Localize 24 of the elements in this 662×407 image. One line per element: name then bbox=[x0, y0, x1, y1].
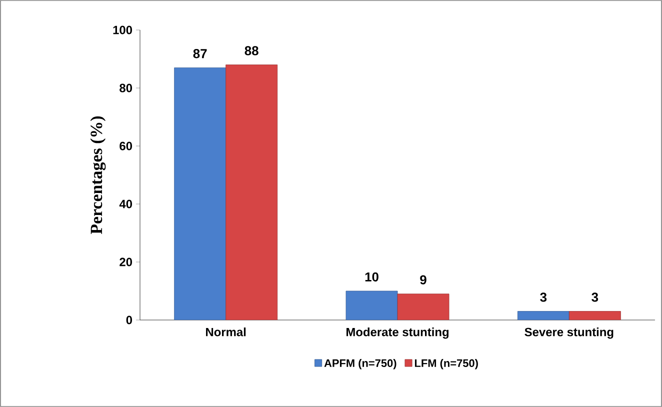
bar bbox=[568, 311, 621, 320]
bar bbox=[346, 290, 398, 320]
data-label: 88 bbox=[244, 46, 258, 56]
legend-label: LFM (n=750) bbox=[414, 358, 478, 370]
bar bbox=[174, 67, 226, 320]
bar bbox=[517, 311, 570, 320]
x-tick-label: Moderate stunting bbox=[346, 328, 448, 339]
y-tick-label: 0 bbox=[126, 316, 132, 324]
y-tick-label: 20 bbox=[120, 258, 132, 266]
x-tick-label: Normal bbox=[206, 328, 246, 336]
data-label: 87 bbox=[193, 49, 207, 58]
y-axis-title: Percentages (%) bbox=[90, 116, 106, 234]
data-label: 3 bbox=[592, 292, 598, 302]
legend-label: APFM (n=750) bbox=[324, 358, 396, 370]
data-label: 10 bbox=[365, 272, 378, 282]
data-label: 3 bbox=[540, 292, 547, 302]
x-tick-label: Severe stunting bbox=[524, 328, 614, 339]
y-tick-label: 40 bbox=[119, 200, 132, 208]
bar bbox=[226, 64, 278, 320]
y-tick-label: 60 bbox=[120, 142, 132, 150]
y-tick-label: 100 bbox=[113, 26, 132, 34]
y-tick-label: 80 bbox=[120, 84, 132, 92]
data-label: 9 bbox=[420, 275, 426, 284]
bar bbox=[397, 294, 450, 320]
